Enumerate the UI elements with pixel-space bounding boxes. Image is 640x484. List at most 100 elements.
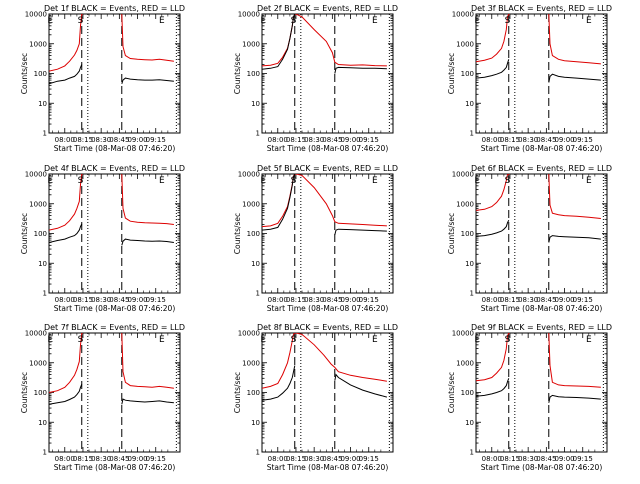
period-marker-label: E [372,176,378,186]
period-marker-label: S [291,335,297,345]
y-tick-label: 1 [43,449,47,457]
x-tick-label: 08:15 [73,455,93,463]
plot-frame [261,173,394,294]
series-line-lld [49,333,174,393]
period-marker-label: E [586,335,592,345]
x-tick-label: 08:00 [55,455,75,463]
y-tick-label: 100 [461,230,474,238]
period-marker-label: S [291,16,297,26]
y-tick-label: 10000 [452,11,474,19]
y-tick-label: 10000 [452,171,474,179]
panel-det-5: Det 5f BLACK = Events, RED = LLD 1 10 100 10… [233,164,398,313]
plot-frame [48,173,181,294]
series-line-lld [49,174,174,231]
x-tick-label: 09:15 [573,296,593,304]
y-tick-label: 100 [247,230,260,238]
x-tick-label: 08:45 [536,136,556,144]
plot-area [476,174,604,293]
x-tick-label: 08:15 [286,455,306,463]
plot-frame [48,332,181,453]
x-tick-label: 08:45 [322,136,342,144]
series-line-events [476,378,601,403]
panel-det-7: Det 7f BLACK = Events, RED = LLD 1 10 100 10… [20,323,185,472]
x-tick-label: 09:00 [127,296,147,304]
series-line-lld [262,14,387,67]
y-tick-label: 1000 [456,40,474,48]
y-tick-label: 10 [465,100,474,108]
y-tick-label: 1000 [456,359,474,367]
y-tick-label: 1000 [242,200,260,208]
x-axis-label: Start Time (08-Mar-08 07:46:20) [267,463,389,472]
y-tick-label: 100 [34,389,47,397]
x-tick-label: 08:45 [109,455,129,463]
y-tick-label: 100 [34,70,47,78]
y-tick-label: 1000 [242,359,260,367]
series-line-events [476,219,601,243]
x-tick-label: 09:00 [340,136,360,144]
y-tick-label: 10000 [238,11,260,19]
plot-frame [48,13,181,134]
plot-area [262,333,390,452]
period-marker-label: E [260,16,266,26]
panel-det-9: Det 9f BLACK = Events, RED = LLD 1 10 100 10… [447,323,612,472]
x-axis-label: Start Time (08-Mar-08 07:46:20) [54,304,176,313]
series-line-events [49,384,174,405]
y-tick-label: 10 [251,100,260,108]
series-line-events [262,14,387,74]
x-tick-label: 09:00 [554,455,574,463]
period-marker-label: S [505,335,511,345]
x-tick-label: 09:00 [127,136,147,144]
x-axis-label: Start Time (08-Mar-08 07:46:20) [481,144,603,153]
plot-area [262,174,390,293]
y-tick-label: 10 [38,260,47,268]
plot-area [49,14,177,133]
y-tick-label: 1 [470,130,474,138]
series-line-events [262,174,387,236]
x-tick-label: 08:30 [91,136,111,144]
panel-title: Det 1f BLACK = Events, RED = LLD [44,4,185,13]
y-tick-label: 10000 [238,330,260,338]
x-tick-label: 09:15 [146,455,166,463]
period-marker-label: S [291,176,297,186]
y-tick-label: 100 [34,230,47,238]
period-marker-label: E [474,335,480,345]
y-tick-label: 1000 [242,40,260,48]
x-tick-label: 08:15 [73,296,93,304]
y-tick-label: 10 [465,419,474,427]
x-tick-label: 08:45 [109,296,129,304]
panel-det-4: Det 4f BLACK = Events, RED = LLD 1 10 100 10… [20,164,185,313]
x-axis-label: Start Time (08-Mar-08 07:46:20) [267,144,389,153]
y-tick-label: 1000 [29,359,47,367]
series-line-events [476,59,601,83]
x-tick-label: 08:15 [500,136,520,144]
x-tick-label: 08:15 [73,136,93,144]
panel-title: Det 9f BLACK = Events, RED = LLD [471,323,612,332]
panel-det-2: Det 2f BLACK = Events, RED = LLD 1 10 100 10… [233,4,398,153]
x-tick-label: 08:30 [304,455,324,463]
plot-frame [261,332,394,453]
x-tick-label: 08:15 [500,296,520,304]
period-marker-label: E [260,335,266,345]
x-tick-label: 08:15 [286,136,306,144]
y-axis-label: Counts/sec [447,53,456,94]
panel-title: Det 8f BLACK = Events, RED = LLD [257,323,398,332]
x-tick-label: 08:30 [91,296,111,304]
plot-area [49,333,177,452]
period-marker-label: E [474,16,480,26]
y-tick-label: 100 [461,389,474,397]
x-tick-label: 08:15 [500,455,520,463]
y-tick-label: 100 [461,70,474,78]
plot-area [476,333,604,452]
x-tick-label: 08:45 [322,296,342,304]
x-tick-label: 08:00 [482,136,502,144]
period-marker-label: S [505,16,511,26]
y-tick-label: 10000 [452,330,474,338]
period-marker-label: S [78,176,84,186]
period-marker-label: E [372,16,378,26]
panel-det-8: Det 8f BLACK = Events, RED = LLD 1 10 100 10… [233,323,398,472]
x-tick-label: 08:30 [518,296,538,304]
y-tick-label: 1 [256,449,260,457]
y-axis-label: Counts/sec [233,213,242,254]
